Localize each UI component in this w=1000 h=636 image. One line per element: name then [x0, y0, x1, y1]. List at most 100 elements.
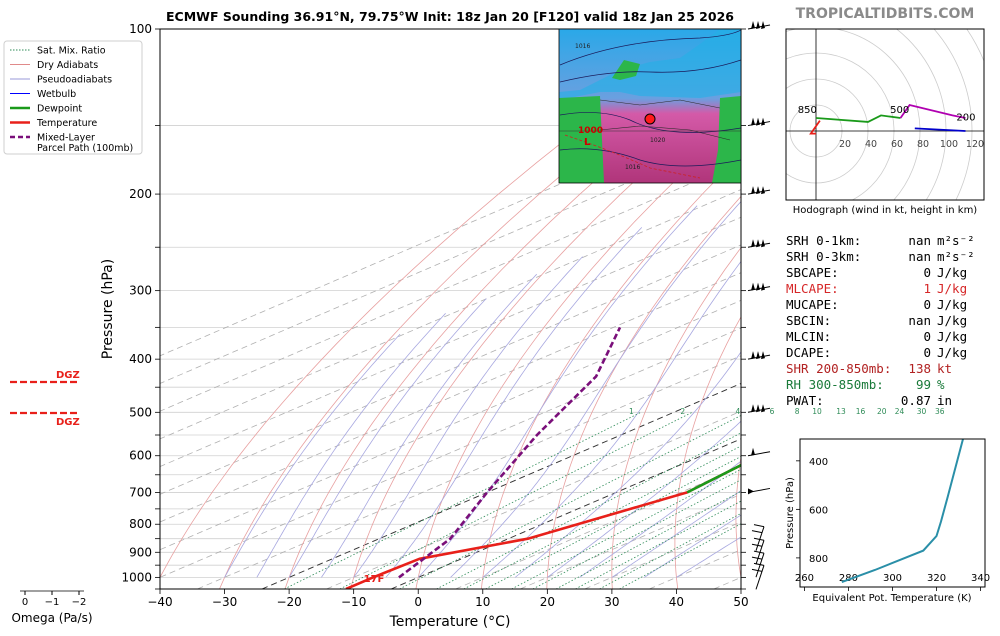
wind-barb-icon	[747, 21, 771, 30]
hodograph-level-label: 200	[956, 113, 975, 124]
theta-e-xtick-label: 300	[883, 573, 902, 584]
pseudoadiabat	[385, 227, 643, 578]
map-isobar-label: 1020	[650, 137, 665, 144]
map-state-border	[599, 99, 721, 109]
theta-e-xtick-label: 280	[839, 573, 858, 584]
index-unit: J/kg	[937, 281, 967, 296]
legend-label: Pseudoadiabats	[37, 75, 112, 86]
isotherm-line	[160, 272, 741, 523]
mixing-ratio-label: 24	[895, 407, 905, 416]
skewt-ylabel: Pressure (hPa)	[100, 259, 116, 359]
wind-barb-icon	[751, 550, 765, 578]
hodograph-level-label: 850	[798, 105, 817, 116]
pressure-ticks: 100 200 300 400 500 600 700 800 900 1000	[121, 22, 746, 590]
index-value: nan	[908, 249, 931, 264]
hodograph-segment	[914, 127, 966, 132]
mixing-ratio-line	[532, 479, 741, 589]
isotherm-line	[160, 189, 741, 440]
pseudoadiabat	[353, 256, 583, 578]
wind-barb-icon	[751, 537, 765, 565]
wind-barb-flag	[751, 447, 755, 456]
index-name: RH 300-850mb:	[786, 377, 884, 392]
map-isobar	[559, 148, 741, 167]
dry-adiabat	[674, 316, 741, 589]
map-isobar-label: 1016	[625, 164, 640, 171]
pressure-tick-label: 900	[129, 545, 152, 559]
map-isobar	[559, 112, 741, 133]
wind-barb-icon	[747, 186, 771, 195]
pseudoadiabat	[450, 200, 741, 578]
skewt-xlabel: Temperature (°C)	[389, 614, 511, 630]
hodograph-frame	[785, 28, 985, 201]
temperature-tick-label: 0	[414, 595, 422, 609]
map-thickness-line	[564, 134, 701, 179]
mixing-ratio-label: 8	[795, 407, 800, 416]
hodograph-plot: 20 40 60 80 100 120 850 500 200	[786, 29, 984, 200]
dgz-top-label: DGZ	[56, 370, 80, 381]
wind-barb-icon	[751, 562, 765, 590]
pressure-tick-label: 400	[129, 352, 152, 366]
wind-barb-flag	[748, 488, 754, 495]
theta-e-xtick-label: 260	[795, 573, 814, 584]
map-ocean-region	[559, 29, 741, 100]
legend-label: Wetbulb	[37, 89, 76, 100]
index-name: MLCAPE:	[786, 281, 839, 296]
legend-label: Parcel Path (100mb)	[37, 143, 133, 154]
wind-barb-flag	[761, 404, 765, 413]
hodograph-tick-label: 40	[865, 139, 877, 150]
mixing-ratio-label: 4	[736, 407, 741, 416]
theta-e-ylabel: Pressure (hPa)	[785, 477, 796, 549]
legend-label: Temperature	[36, 118, 97, 129]
wind-barb-tick	[751, 543, 763, 547]
dgz-markers: DGZ DGZ	[10, 370, 80, 428]
brand-watermark: TROPICALTIDBITS.COM	[796, 6, 975, 22]
index-name: PWAT:	[786, 393, 824, 408]
pressure-tick-label: 500	[129, 405, 152, 419]
hodograph: 20 40 60 80 100 120 850 500 200 Hodograph (wind …	[785, 28, 985, 216]
pseudoadiabat	[482, 260, 741, 578]
map-isobar	[559, 59, 741, 83]
wind-barb-icon	[751, 524, 765, 551]
hodograph-level-label: 500	[890, 105, 909, 116]
legend-rows: Sat. Mix. Ratio Dry Adiabats Pseudoadiabat…	[10, 46, 133, 154]
hodograph-tick-label: 100	[940, 139, 958, 150]
isotherm-line	[160, 161, 741, 412]
wind-barb-flag	[761, 239, 765, 248]
index-name: SHR 200-850mb:	[786, 361, 891, 376]
isotherm-line	[160, 216, 741, 468]
wind-barb-icon	[747, 487, 771, 495]
index-value: nan	[908, 313, 931, 328]
index-unit: J/kg	[937, 329, 967, 344]
hodograph-segment	[809, 120, 821, 135]
map-frame	[558, 28, 742, 184]
index-value: 0.87	[901, 393, 931, 408]
wind-barb-tick	[753, 550, 765, 554]
map-low-label: L	[584, 137, 591, 148]
map-isobar	[559, 29, 741, 66]
legend: Sat. Mix. Ratio Dry Adiabats Pseudoadiabat…	[3, 40, 143, 155]
legend-frame	[3, 40, 143, 155]
pseudoadiabat	[547, 420, 741, 578]
hodograph-tick-label: 20	[839, 139, 851, 150]
series-temperature	[345, 463, 741, 589]
mixing-ratio-line	[436, 432, 741, 589]
surface-temp-label: 17F	[364, 574, 385, 585]
wind-barb-flag	[751, 239, 755, 248]
wind-barb-flag	[761, 186, 765, 195]
index-value: 1	[923, 281, 931, 296]
wind-barbs	[747, 21, 771, 590]
theta-e-frame	[799, 438, 986, 588]
dry-adiabat	[160, 29, 713, 579]
pressure-tick-label: 200	[129, 187, 152, 201]
wind-barb-tick	[753, 537, 765, 541]
temperature-tick-label: 40	[669, 595, 684, 609]
theta-e-line	[841, 438, 964, 584]
mixing-ratio-label: 36	[935, 407, 945, 416]
mixing-ratio-labels: 1 2 4 6 8 10 13 16 20 24 30 36	[629, 407, 945, 416]
temperature-tick-label: 50	[733, 595, 748, 609]
index-value: nan	[908, 233, 931, 248]
pressure-tick-label: 1000	[121, 570, 152, 584]
index-name: SRH 0-3km:	[786, 249, 861, 264]
pseudoadiabat	[611, 490, 741, 578]
hodograph-caption: Hodograph (wind in kt, height in km)	[793, 205, 978, 216]
